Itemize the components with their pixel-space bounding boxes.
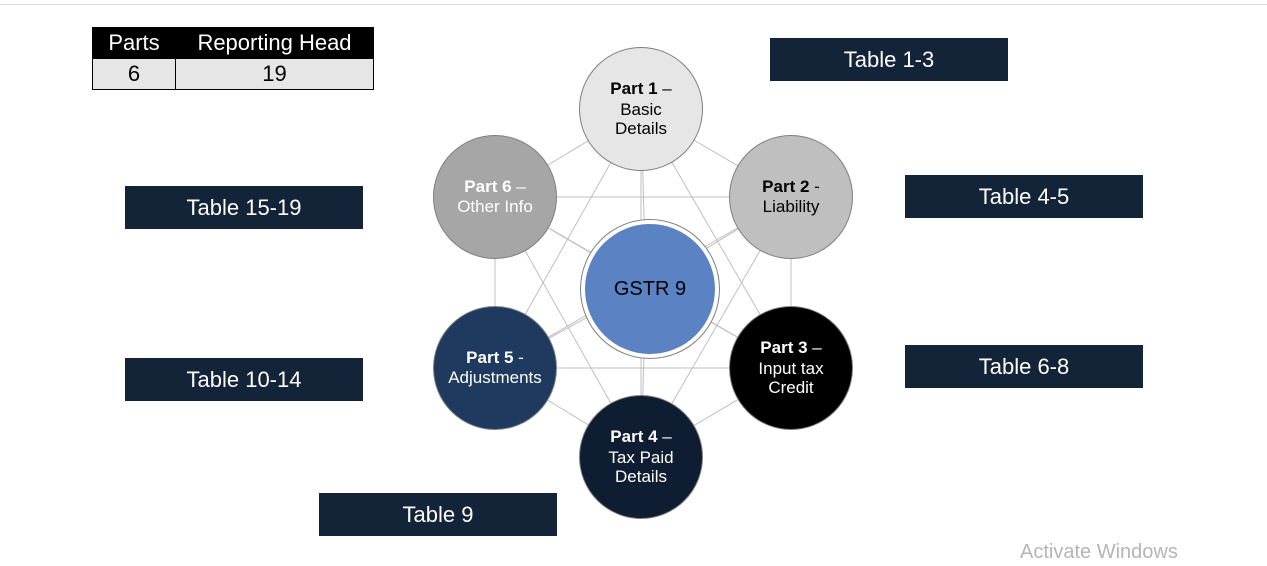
node-part5-title: Part 5 bbox=[466, 348, 513, 367]
node-part4-dash: – bbox=[658, 427, 672, 446]
summary-table: Parts Reporting Head 6 19 bbox=[92, 27, 374, 90]
windows-activation-watermark: Activate Windows bbox=[1020, 541, 1178, 564]
label-t4-5: Table 4-5 bbox=[905, 175, 1143, 218]
node-part3-sub: Input tax Credit bbox=[742, 359, 840, 398]
label-t6-8: Table 6-8 bbox=[905, 345, 1143, 388]
node-part6: Part 6 – Other Info bbox=[433, 135, 557, 259]
node-part2-dash: - bbox=[809, 177, 819, 196]
node-part6-sub: Other Info bbox=[457, 197, 533, 217]
label-t15-19: Table 15-19 bbox=[125, 186, 363, 229]
summary-col-reporting-head: Reporting Head bbox=[176, 28, 374, 59]
label-t1-3: Table 1-3 bbox=[770, 38, 1008, 81]
label-t10-14: Table 10-14 bbox=[125, 358, 363, 401]
node-part1: Part 1 – Basic Details bbox=[579, 47, 703, 171]
node-part5-dash: - bbox=[513, 348, 523, 367]
summary-val-parts: 6 bbox=[93, 59, 176, 90]
node-part3-title: Part 3 bbox=[760, 338, 807, 357]
summary-val-reporting-head: 19 bbox=[176, 59, 374, 90]
node-part2: Part 2 - Liability bbox=[729, 135, 853, 259]
node-part6-title: Part 6 bbox=[464, 177, 511, 196]
node-part1-title: Part 1 bbox=[610, 79, 657, 98]
label-t9: Table 9 bbox=[319, 493, 557, 536]
node-part5-sub: Adjustments bbox=[448, 368, 542, 388]
node-part1-dash: – bbox=[658, 79, 672, 98]
node-part2-sub: Liability bbox=[763, 197, 820, 217]
node-part5: Part 5 - Adjustments bbox=[433, 306, 557, 430]
node-part4-title: Part 4 bbox=[610, 427, 657, 446]
center-node-label: GSTR 9 bbox=[614, 278, 686, 301]
node-part2-title: Part 2 bbox=[762, 177, 809, 196]
node-part3: Part 3 – Input tax Credit bbox=[729, 306, 853, 430]
node-part4: Part 4 – Tax Paid Details bbox=[579, 395, 703, 519]
node-part1-sub: Basic Details bbox=[592, 100, 690, 139]
summary-col-parts: Parts bbox=[93, 28, 176, 59]
node-part4-sub: Tax Paid Details bbox=[592, 448, 690, 487]
node-part3-dash: – bbox=[808, 338, 822, 357]
center-node-gstr9: GSTR 9 bbox=[581, 220, 719, 358]
node-part6-dash: – bbox=[512, 177, 526, 196]
